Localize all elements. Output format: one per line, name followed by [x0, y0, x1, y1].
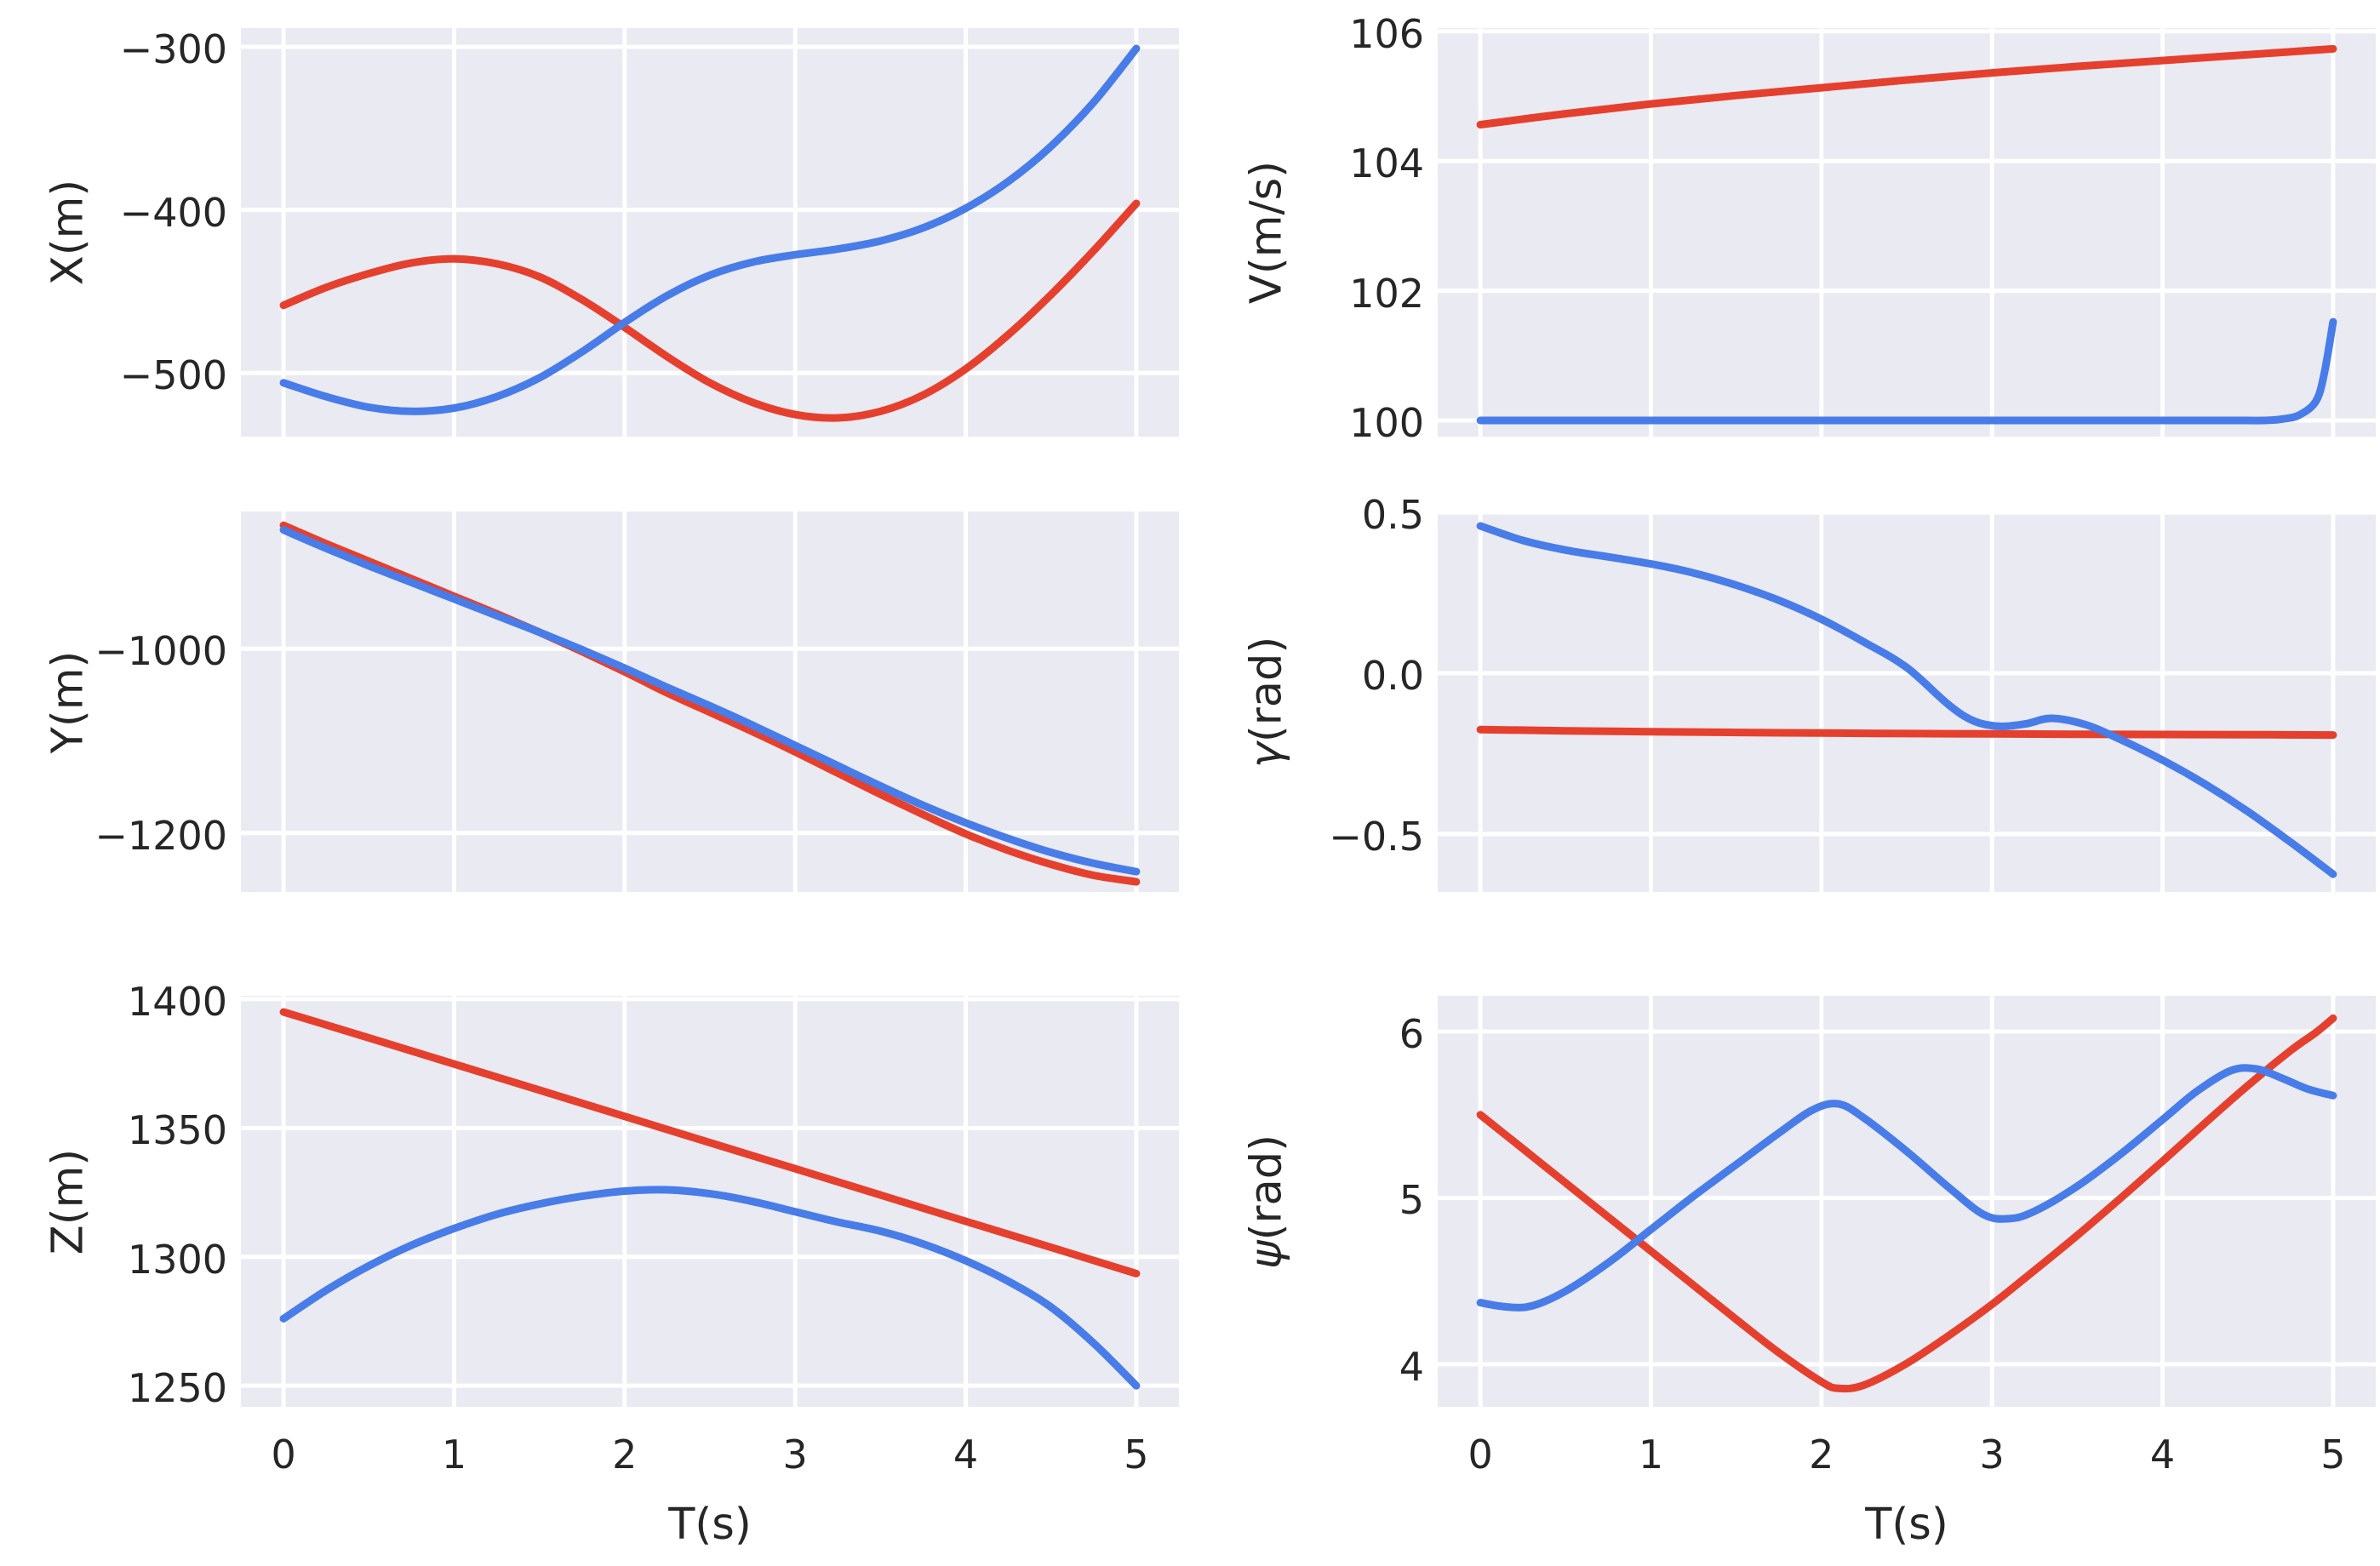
subplot-gamma	[1438, 512, 2376, 892]
xtick-label-z-position: 3	[782, 1432, 808, 1477]
xtick-label-psi: 2	[1809, 1432, 1834, 1477]
series-line-blue	[1476, 1064, 2337, 1312]
ylabel-math-symbol: γ	[1241, 741, 1292, 768]
xtick-label-z-position: 4	[953, 1432, 979, 1477]
ylabel-psi: ψ(rad)	[1241, 1134, 1292, 1269]
series-line-red	[1476, 44, 2337, 129]
series-line-blue	[279, 526, 1141, 876]
ytick-label-z-position: 1400	[127, 978, 227, 1025]
xtick-label-psi: 3	[1979, 1432, 2005, 1477]
ytick-label-gamma: −0.5	[1329, 813, 1424, 860]
xtick-label-psi: 1	[1638, 1432, 1664, 1477]
plot-area-velocity	[1438, 28, 2376, 437]
ytick-label-x-position: −300	[119, 26, 227, 73]
xtick-label-z-position: 1	[441, 1432, 467, 1477]
series-line-red	[279, 1008, 1141, 1277]
series-line-red	[1476, 725, 2337, 740]
subplot-y-position	[241, 512, 1179, 892]
ylabel-z-position: Z(m)	[43, 1148, 94, 1255]
ytick-label-y-position: −1200	[94, 812, 227, 859]
xtick-label-z-position: 0	[271, 1432, 296, 1477]
ytick-label-psi: 6	[1399, 1011, 1424, 1058]
subplot-x-position	[241, 28, 1179, 437]
ylabel-y-position: Y(m)	[43, 650, 94, 753]
plot-area-psi	[1438, 996, 2376, 1407]
xtick-label-psi: 5	[2320, 1432, 2346, 1477]
series-line-blue	[279, 44, 1141, 415]
ytick-label-velocity: 100	[1349, 399, 1424, 446]
xtick-label-psi: 4	[2149, 1432, 2176, 1477]
ylabel-x-position: X(m)	[43, 179, 94, 286]
xtick-label-psi: 0	[1467, 1432, 1493, 1477]
ytick-label-x-position: −400	[119, 189, 227, 236]
xtick-label-z-position: 5	[1124, 1432, 1149, 1477]
ytick-label-gamma: 0.5	[1361, 492, 1424, 539]
ytick-label-velocity: 106	[1349, 10, 1424, 57]
ylabel-velocity: V(m/s)	[1241, 160, 1292, 305]
ytick-label-psi: 5	[1399, 1177, 1424, 1224]
xlabel-z-position: T(s)	[668, 1500, 752, 1550]
subplot-z-position	[241, 996, 1179, 1407]
plot-area-z-position	[241, 996, 1179, 1407]
series-line-blue	[1476, 317, 2337, 425]
xlabel-psi: T(s)	[1865, 1500, 1948, 1550]
subplot-psi	[1438, 996, 2376, 1407]
series-line-blue	[1476, 522, 2337, 878]
series-line-red	[279, 199, 1141, 422]
plot-area-x-position	[241, 28, 1179, 437]
ytick-label-z-position: 1350	[127, 1107, 227, 1154]
subplot-velocity	[1438, 28, 2376, 437]
ytick-label-z-position: 1300	[127, 1236, 227, 1283]
series-line-blue	[279, 1186, 1141, 1390]
xtick-label-z-position: 2	[612, 1432, 638, 1477]
series-line-red	[1476, 1014, 2337, 1393]
ytick-label-x-position: −500	[119, 352, 227, 399]
ytick-label-gamma: 0.0	[1361, 653, 1424, 700]
ytick-label-velocity: 104	[1349, 140, 1424, 187]
ytick-label-psi: 4	[1399, 1343, 1424, 1390]
ytick-label-y-position: −1000	[94, 628, 227, 675]
ytick-label-velocity: 102	[1349, 270, 1424, 317]
ylabel-gamma: γ(rad)	[1241, 636, 1292, 768]
ytick-label-z-position: 1250	[127, 1365, 227, 1412]
plot-area-y-position	[241, 512, 1179, 892]
ylabel-math-symbol: ψ	[1241, 1239, 1292, 1269]
plot-area-gamma	[1438, 512, 2376, 892]
